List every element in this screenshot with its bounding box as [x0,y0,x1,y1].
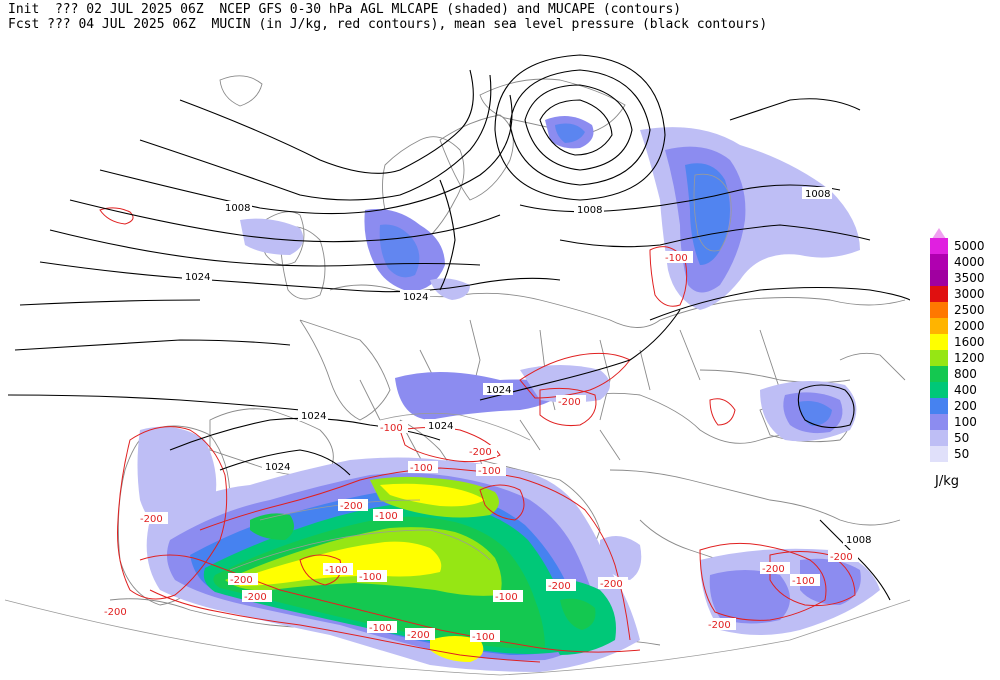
legend-swatch [930,430,948,446]
legend-item: 3000 [930,286,1000,302]
legend-label: 50 [954,431,970,445]
legend-label: 1200 [954,351,985,365]
map-boundary [4,599,911,676]
legend-swatch [930,366,948,382]
legend-swatch [930,334,948,350]
legend-label: 3000 [954,287,985,301]
legend-label: 100 [954,415,977,429]
mucape-contours [229,173,732,571]
cin-label: -100 [792,576,815,587]
legend-swatch [930,414,948,430]
isobar-label: 1024 [301,411,326,422]
legend-label: 1600 [954,335,985,349]
cin-label: -200 [104,607,127,618]
legend-item: 1200 [930,350,1000,366]
cin-labels: -100 -200 -100 -200 -100 -100 -200 -200 … [102,251,858,643]
legend-swatch [930,318,948,334]
legend-item: 100 [930,414,1000,430]
cin-label: -200 [762,564,785,575]
legend-label: 2000 [954,319,985,333]
legend-swatch [930,286,948,302]
legend-swatch [930,350,948,366]
cin-label: -100 [375,511,398,522]
legend-label: 5000 [954,239,985,253]
legend-item: 200 [930,398,1000,414]
cin-label: -200 [600,579,623,590]
pressure-labels: 1008 1024 1024 1008 1008 1024 1024 1024 … [182,187,873,546]
cin-label: -200 [558,397,581,408]
legend-item: 400 [930,382,1000,398]
legend-swatch [930,446,948,462]
isobar-label: 1024 [486,385,511,396]
legend-label: 2500 [954,303,985,317]
isobar-label: 1008 [805,189,830,200]
header-init-line: Init ??? 02 JUL 2025 06Z NCEP GFS 0-30 h… [8,2,682,17]
cin-label: -100 [369,623,392,634]
cin-label: -200 [830,552,853,563]
header-forecast-line: Fcst ??? 04 JUL 2025 06Z MUCIN (in J/kg,… [8,17,768,32]
cin-label: -200 [140,514,163,525]
cin-label: -200 [230,575,253,586]
legend-units: J/kg [935,474,959,489]
cin-label: -200 [469,447,492,458]
legend-swatch [930,254,948,270]
legend-label: 4000 [954,255,985,269]
cin-label: -100 [478,466,501,477]
isobar-label: 1024 [185,272,210,283]
legend-item: 50 [930,446,1000,462]
cin-label: -100 [410,463,433,474]
cin-label: -100 [665,253,688,264]
legend-item: 800 [930,366,1000,382]
legend-item: 2500 [930,302,1000,318]
legend-item: 2000 [930,318,1000,334]
cin-contours [99,207,856,663]
legend-swatch [930,238,948,254]
legend-swatch [930,398,948,414]
cin-label: -100 [359,572,382,583]
cin-label: -200 [708,620,731,631]
legend-label: 400 [954,383,977,397]
legend-item: 4000 [930,254,1000,270]
isobar-label: 1024 [428,421,453,432]
legend-item: 50 [930,430,1000,446]
legend-swatch [930,270,948,286]
cin-label: -100 [472,632,495,643]
legend-swatch [930,302,948,318]
isobar-label: 1024 [265,462,290,473]
isobar-label: 1008 [846,535,871,546]
isobar-label: 1024 [403,292,428,303]
cin-label: -100 [325,565,348,576]
cin-label: -200 [407,630,430,641]
legend-label: 800 [954,367,977,381]
legend-swatch [930,382,948,398]
legend-item: 5000 [930,238,1000,254]
legend-label: 200 [954,399,977,413]
legend-item: 3500 [930,270,1000,286]
cin-label: -100 [495,592,518,603]
isobars [7,54,910,601]
legend-item: 1600 [930,334,1000,350]
isobar-label: 1008 [577,205,602,216]
legend-label: 3500 [954,271,985,285]
isobar-label: 1008 [225,203,250,214]
cin-label: -200 [244,592,267,603]
cin-label: -200 [548,581,571,592]
legend-label: 50 [954,447,970,461]
cin-label: -200 [340,501,363,512]
cin-label: -100 [380,423,403,434]
